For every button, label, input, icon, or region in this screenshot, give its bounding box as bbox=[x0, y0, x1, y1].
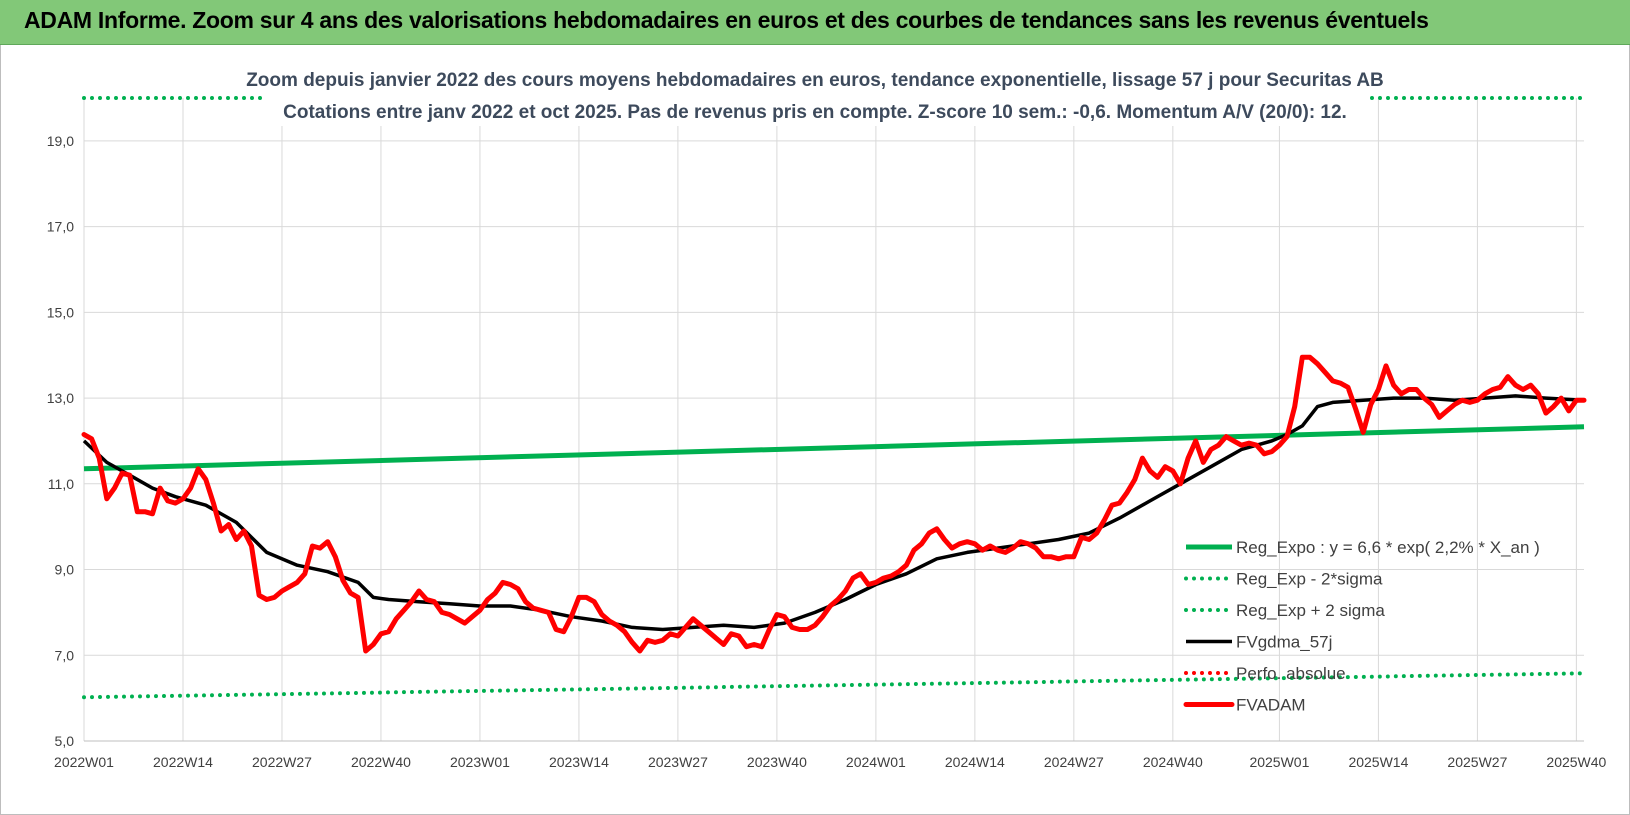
x-tick-label: 2024W40 bbox=[1143, 754, 1203, 770]
x-tick-label: 2025W01 bbox=[1249, 754, 1309, 770]
x-tick-label: 2023W01 bbox=[450, 754, 510, 770]
y-tick-label: 17,0 bbox=[47, 219, 74, 235]
chart-subtitle-line-1: Zoom depuis janvier 2022 des cours moyen… bbox=[246, 70, 1384, 91]
x-tick-label: 2022W27 bbox=[252, 754, 312, 770]
x-tick-label: 2025W14 bbox=[1348, 754, 1408, 770]
y-tick-label: 5,0 bbox=[55, 733, 75, 749]
y-tick-label: 19,0 bbox=[47, 133, 74, 149]
x-tick-label: 2024W14 bbox=[945, 754, 1005, 770]
header-banner: ADAM Informe. Zoom sur 4 ans des valoris… bbox=[0, 0, 1630, 45]
subtitle-background bbox=[262, 64, 1368, 126]
gridlines bbox=[83, 98, 1584, 742]
x-tick-label: 2025W27 bbox=[1447, 754, 1507, 770]
y-tick-label: 7,0 bbox=[55, 647, 75, 663]
banner-title: ADAM Informe. Zoom sur 4 ans des valoris… bbox=[24, 7, 1429, 33]
x-tick-label: 2024W27 bbox=[1044, 754, 1104, 770]
x-tick-label: 2023W27 bbox=[648, 754, 708, 770]
series-line-1 bbox=[82, 671, 1586, 700]
y-tick-label: 11,0 bbox=[48, 476, 74, 492]
chart-subtitle-line-2: Cotations entre janv 2022 et oct 2025. P… bbox=[283, 102, 1347, 123]
x-tick-label: 2022W01 bbox=[54, 754, 114, 770]
x-tick-label: 2022W40 bbox=[351, 754, 411, 770]
x-axis-ticks: 2022W01 2022W14 2022W27 2022W40 2023W01 2023W… bbox=[54, 754, 1607, 770]
legend-label-5: FVADAM bbox=[1236, 696, 1306, 715]
legend-label-3: FVgdma_57j bbox=[1236, 633, 1332, 652]
y-tick-label: 13,0 bbox=[47, 390, 74, 406]
x-tick-label: 2023W40 bbox=[747, 754, 807, 770]
y-tick-label: 9,0 bbox=[55, 562, 75, 578]
legend: Reg_Expo : y = 6,6 * exp( 2,2% * X_an ) R… bbox=[1183, 538, 1540, 715]
x-tick-label: 2022W14 bbox=[153, 754, 213, 770]
legend-label-2: Reg_Exp + 2 sigma bbox=[1236, 601, 1385, 620]
legend-label-4: Perfo. absolue bbox=[1236, 664, 1346, 683]
y-tick-label: 15,0 bbox=[47, 304, 74, 320]
series-line-5 bbox=[81, 354, 1587, 654]
x-tick-label: 2024W01 bbox=[846, 754, 906, 770]
legend-label-0: Reg_Expo : y = 6,6 * exp( 2,2% * X_an ) bbox=[1236, 538, 1540, 557]
x-tick-label: 2025W40 bbox=[1546, 754, 1606, 770]
series-line-0 bbox=[83, 424, 1585, 472]
x-tick-label: 2023W14 bbox=[549, 754, 609, 770]
y-axis-ticks: 5,0 7,0 9,0 11,0 13,0 15,0 17,0 19,0 bbox=[47, 133, 74, 749]
legend-label-1: Reg_Exp - 2*sigma bbox=[1236, 570, 1383, 589]
